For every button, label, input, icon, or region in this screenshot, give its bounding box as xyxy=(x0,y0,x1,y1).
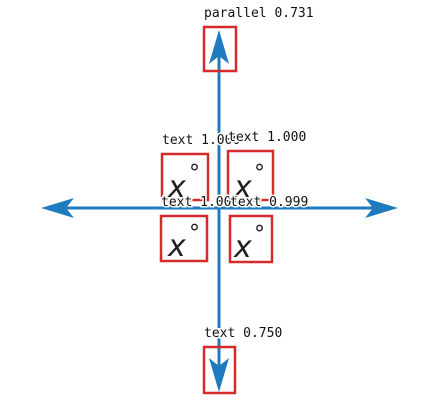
right-arrowhead xyxy=(365,198,398,218)
svg-text:x: x xyxy=(233,170,252,205)
svg-text:x: x xyxy=(167,170,186,205)
svg-text:x: x xyxy=(233,230,252,265)
detection-box-top-left xyxy=(160,152,210,202)
detection-label-top-left: text 1.000 xyxy=(162,133,240,148)
detection-label-bottom-left: text 1.000 xyxy=(161,195,239,210)
angle-label-top-left: x ° xyxy=(167,161,200,205)
detection-box-parallel xyxy=(202,25,238,73)
detection-label-bottom: text 0.750 xyxy=(204,326,282,341)
svg-text:°: ° xyxy=(189,221,200,246)
detection-label-parallel: parallel 0.731 xyxy=(204,6,314,21)
bottom-arrowhead xyxy=(209,358,229,392)
angle-label-bottom-right: x ° xyxy=(233,222,265,265)
angle-label-bottom-left: x ° xyxy=(167,221,200,264)
svg-text:x: x xyxy=(167,229,186,264)
top-arrowhead xyxy=(209,30,229,64)
detection-box-bottom xyxy=(202,345,237,395)
detection-label-bottom-right: text 0.999 xyxy=(230,195,308,210)
detection-box-bottom-right xyxy=(228,214,274,264)
svg-text:°: ° xyxy=(254,222,265,247)
left-arrowhead xyxy=(41,198,74,218)
detection-box-bottom-left xyxy=(159,214,209,263)
detection-label-top-right: text 1.000 xyxy=(228,130,306,145)
svg-text:°: ° xyxy=(189,161,200,186)
svg-text:°: ° xyxy=(254,161,265,186)
angle-label-top-right: x ° xyxy=(233,161,265,205)
detection-box-top-right xyxy=(226,149,275,202)
vertical-line xyxy=(209,30,229,392)
